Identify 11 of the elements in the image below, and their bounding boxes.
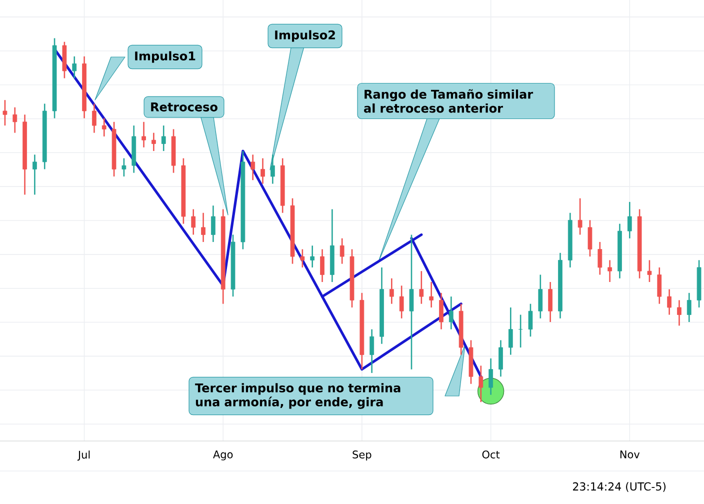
annotation: Retroceso [151,102,218,112]
x-tick-label: Jul [77,450,90,461]
x-tick-label: Oct [482,450,500,458]
text: 23:14:24 (UTC-5) [573,482,666,492]
annotation: Impulso1 [135,51,196,63]
x-tick-label: Sep [352,450,372,461]
annotation: Tercer impulso que no termina una armonía, por ende, gira [195,383,400,409]
annotation: Impulso2 [275,30,335,42]
x-tick-label: Nov [620,450,640,458]
annotation: Rango de Tamaño similar al retroceso anterior [364,89,534,113]
x-tick-label: Ago [213,450,233,460]
